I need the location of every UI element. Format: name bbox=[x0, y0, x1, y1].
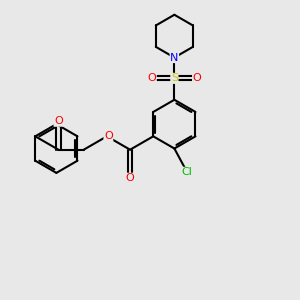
Text: O: O bbox=[193, 74, 201, 83]
Text: Cl: Cl bbox=[182, 167, 193, 177]
Text: O: O bbox=[104, 131, 113, 141]
Text: O: O bbox=[147, 74, 156, 83]
Text: O: O bbox=[126, 173, 134, 183]
Text: O: O bbox=[54, 116, 63, 126]
Text: N: N bbox=[170, 52, 178, 63]
Text: S: S bbox=[171, 74, 178, 83]
